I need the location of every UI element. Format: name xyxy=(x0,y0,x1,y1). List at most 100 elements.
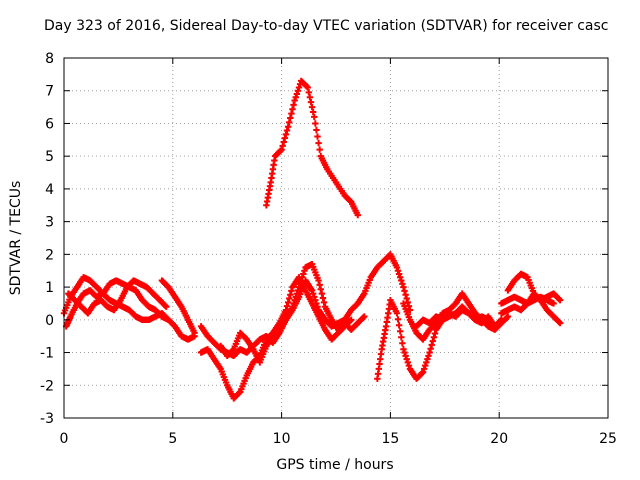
data-point xyxy=(293,90,301,98)
data-point xyxy=(283,127,291,134)
x-tick-label: 20 xyxy=(490,431,508,447)
y-tick-label: 7 xyxy=(45,84,54,100)
y-tick-label: 4 xyxy=(45,182,54,198)
data-point xyxy=(300,270,307,278)
data-point xyxy=(422,362,429,369)
data-point xyxy=(498,316,505,324)
series-arc-c xyxy=(65,277,170,317)
data-point xyxy=(317,286,324,293)
y-tick-label: -3 xyxy=(40,411,54,427)
data-point xyxy=(428,341,435,349)
x-tick-label: 0 xyxy=(60,431,69,447)
data-point xyxy=(314,133,321,140)
data-point xyxy=(315,139,322,147)
y-tick-label: 3 xyxy=(45,215,54,231)
y-tick-label: 1 xyxy=(45,280,54,296)
data-point xyxy=(427,345,434,352)
data-layer xyxy=(60,77,564,402)
series-arc-d xyxy=(158,277,198,337)
data-point xyxy=(282,131,290,138)
x-tick-label: 25 xyxy=(599,431,617,447)
data-point xyxy=(303,83,310,90)
data-point xyxy=(556,296,564,304)
y-tick-label: 6 xyxy=(45,116,54,132)
data-point xyxy=(313,300,320,307)
data-point xyxy=(313,126,320,134)
data-point xyxy=(398,334,405,341)
data-point xyxy=(395,322,403,329)
data-point xyxy=(425,352,432,360)
series-arc-high xyxy=(263,77,361,219)
data-point xyxy=(418,370,426,377)
data-point xyxy=(282,306,290,314)
data-point xyxy=(403,295,410,302)
data-point xyxy=(235,389,243,397)
data-point xyxy=(301,267,308,274)
data-point xyxy=(404,359,412,366)
data-point xyxy=(316,281,323,289)
series-arc-f xyxy=(197,260,368,360)
data-point xyxy=(426,349,433,356)
data-point xyxy=(402,291,409,298)
data-point xyxy=(354,211,361,219)
data-point xyxy=(291,97,298,104)
y-axis-label: SDTVAR / TECUs xyxy=(8,180,24,296)
data-point xyxy=(319,294,327,302)
series-arc-h xyxy=(374,296,505,382)
data-point xyxy=(281,134,289,142)
data-point xyxy=(399,340,406,347)
data-point xyxy=(229,347,236,354)
data-point xyxy=(191,329,198,337)
data-point xyxy=(283,302,291,310)
data-point xyxy=(161,302,169,309)
data-point xyxy=(398,277,405,284)
y-tick-label: 0 xyxy=(45,313,54,329)
data-point xyxy=(420,365,428,373)
data-point xyxy=(320,299,328,306)
data-point xyxy=(555,295,563,303)
data-point xyxy=(394,267,402,274)
ticks: 0 5 10 15 20 25 -3 -2 -1 0 1 2 3 4 5 6 7 8 xyxy=(40,51,617,447)
data-point xyxy=(299,274,306,281)
data-point xyxy=(556,319,564,327)
data-point xyxy=(295,84,303,91)
data-point xyxy=(308,287,316,294)
data-point xyxy=(361,313,368,320)
x-axis-label: GPS time / hours xyxy=(276,457,394,473)
data-point xyxy=(503,314,511,321)
data-point xyxy=(360,314,367,321)
series-arc-m xyxy=(498,293,557,307)
data-point xyxy=(400,346,407,353)
data-point xyxy=(292,94,299,101)
data-point xyxy=(289,106,296,113)
y-tick-label: -1 xyxy=(40,346,54,362)
data-point xyxy=(304,84,311,91)
data-point xyxy=(314,303,321,310)
data-point xyxy=(550,300,557,307)
data-point xyxy=(393,264,401,271)
data-point xyxy=(396,274,404,281)
y-tick-label: 5 xyxy=(45,149,54,165)
data-point xyxy=(315,277,322,284)
data-point xyxy=(288,110,295,117)
data-point xyxy=(311,293,318,301)
data-point xyxy=(284,299,292,306)
data-point xyxy=(424,355,431,363)
data-point xyxy=(393,310,401,317)
y-tick-label: 2 xyxy=(45,247,54,263)
data-point xyxy=(286,119,293,126)
data-point xyxy=(403,355,410,363)
data-point xyxy=(401,349,408,356)
data-point xyxy=(396,328,404,335)
x-tick-label: 15 xyxy=(381,431,399,447)
data-point xyxy=(305,89,312,96)
data-point xyxy=(279,142,286,150)
data-point xyxy=(284,123,292,130)
data-point xyxy=(504,313,512,320)
data-point xyxy=(346,317,354,325)
series-arc-b xyxy=(62,277,172,330)
data-point xyxy=(286,295,293,302)
data-point xyxy=(394,316,402,323)
data-point xyxy=(312,296,319,304)
data-point xyxy=(400,283,407,291)
